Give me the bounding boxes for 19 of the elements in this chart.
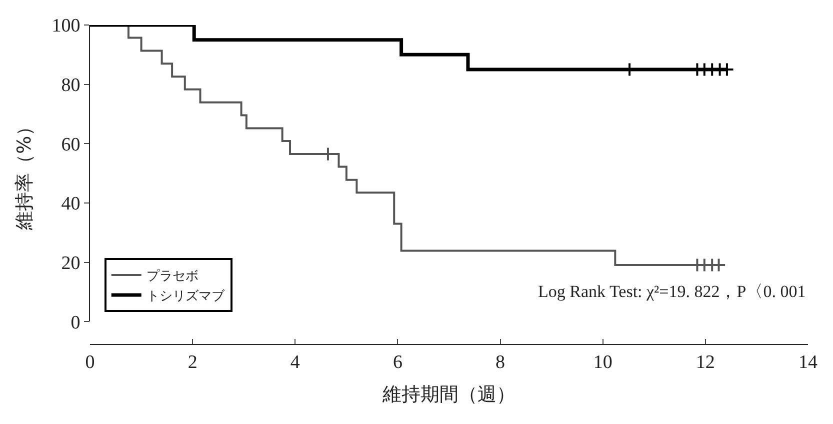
annotation: Log Rank Test: χ²=19. 822，P〈0. 001 bbox=[538, 282, 806, 301]
y-tick-label: 40 bbox=[61, 194, 80, 215]
x-tick-label: 2 bbox=[188, 352, 198, 373]
x-tick-label: 8 bbox=[496, 352, 506, 373]
y-tick-label: 80 bbox=[61, 74, 80, 96]
y-tick-label: 60 bbox=[61, 134, 80, 156]
x-tick-label: 0 bbox=[85, 352, 95, 373]
x-tick-label: 14 bbox=[798, 352, 818, 373]
x-tick-label: 10 bbox=[593, 352, 612, 373]
legend-label: トシリズマブ bbox=[146, 289, 226, 304]
x-tick-label: 4 bbox=[290, 352, 300, 373]
y-tick-label: 0 bbox=[70, 312, 80, 334]
y-tick-label: 100 bbox=[52, 16, 80, 37]
x-axis-title: 維持期間（週） bbox=[382, 384, 516, 406]
x-tick-label: 6 bbox=[392, 352, 402, 373]
x-tick-label: 12 bbox=[696, 352, 715, 373]
y-axis-title: 維持率（%） bbox=[14, 116, 36, 231]
y-tick-label: 20 bbox=[61, 252, 80, 274]
legend-label: プラセボ bbox=[146, 269, 198, 284]
